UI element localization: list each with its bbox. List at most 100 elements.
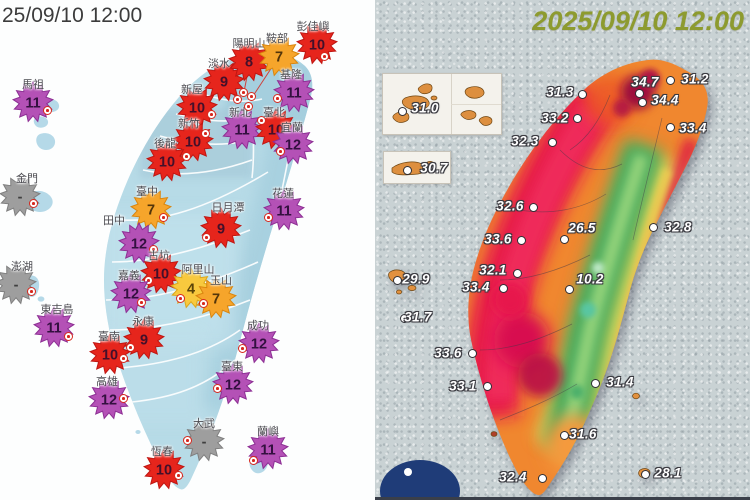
uv-value: 10	[153, 267, 169, 283]
temperature-value: 32.6	[496, 198, 524, 214]
station-label: 新屋	[181, 84, 203, 96]
temperature-value: 31.7	[404, 309, 432, 325]
station-label: 鞍部	[266, 33, 288, 45]
temperature-stations-layer: 31.0 30.7 31.3 33.2 32.3 34.7 31.2 34.4 33.4 32.6…	[375, 0, 750, 500]
station-label: 東吉島	[40, 304, 74, 316]
temperature-station-dot	[399, 313, 410, 324]
temperature-value: 31.4	[606, 374, 634, 390]
temperature-value: 34.4	[651, 92, 679, 108]
station-marker-dot	[174, 471, 183, 480]
uv-value: 4	[187, 282, 195, 298]
uv-value: 10	[309, 38, 325, 54]
left-timestamp: 25/09/10 12:00	[2, 4, 143, 27]
temperature-map-panel: 2025/09/10 12:00 31.0 30.7 31.3 33.2 32.3 34.…	[375, 0, 750, 500]
kinmen-inset-box	[383, 151, 451, 184]
temperature-station-dot	[634, 88, 645, 99]
station-marker-dot	[207, 110, 216, 119]
temperature-value: 10.2	[576, 271, 604, 287]
station-label: 嘉義	[118, 270, 140, 282]
temperature-value: 29.9	[402, 271, 430, 287]
uv-burst-icon: 10	[88, 332, 132, 375]
station-marker-dot	[159, 213, 168, 222]
station-marker-dot	[27, 287, 36, 296]
uv-value: 12	[251, 337, 267, 353]
temperature-station-dot	[482, 381, 493, 392]
station-label: 彭佳嶼	[296, 21, 330, 33]
temperature-station-dot	[665, 75, 676, 86]
station-label: 淡水	[208, 58, 230, 70]
station-marker-dot	[213, 384, 222, 393]
uv-burst-icon: -	[182, 419, 226, 462]
temperature-value: 33.6	[434, 345, 462, 361]
station-marker-dot	[247, 92, 256, 101]
temperature-value: 31.6	[569, 426, 597, 442]
uv-stations-layer: 11 馬祖 - 金門 - 澎湖 11 東吉島 10 彭佳嶼 9 淡水 8 陽明山 7 鞍部 11 基隆 10 新屋 11…	[0, 21, 339, 490]
temperature-value: 32.4	[499, 469, 527, 485]
uv-value: 7	[212, 292, 220, 308]
temperature-value: 33.6	[484, 231, 512, 247]
station-label: 後龍	[154, 138, 176, 150]
uv-value: 10	[189, 101, 205, 117]
temperature-station-dot	[537, 473, 548, 484]
uv-value: 11	[46, 321, 61, 337]
uv-value: 12	[123, 287, 139, 303]
temperature-station-dot	[559, 430, 570, 441]
station-marker-dot	[202, 233, 211, 242]
uv-burst-icon: 7	[194, 276, 238, 319]
uv-burst-icon: 9	[199, 206, 243, 249]
uv-value: 7	[275, 50, 283, 66]
station-marker-dot	[64, 332, 73, 341]
temperature-station-dot	[516, 235, 527, 246]
right-timestamp: 2025/09/10 12:00	[532, 6, 744, 36]
temperature-station-dot	[402, 165, 413, 176]
station-marker-dot	[257, 116, 266, 125]
uv-value: -	[202, 435, 207, 451]
temperature-value: 26.5	[568, 220, 596, 236]
temperature-value: 32.8	[664, 219, 692, 235]
station-marker-dot	[176, 294, 185, 303]
temperature-station-dot	[590, 378, 601, 389]
temperature-station-dot	[467, 348, 478, 359]
temperature-station-dot	[648, 222, 659, 233]
station-marker-dot	[137, 298, 146, 307]
temperature-station-dot	[564, 284, 575, 295]
temperature-value: 28.1	[654, 465, 682, 481]
uv-burst-icon: 12	[211, 362, 255, 405]
uv-value: -	[14, 278, 19, 294]
temperature-value: 32.3	[511, 133, 539, 149]
uv-burst-icon: 11	[32, 305, 76, 348]
station-label: 臺東	[221, 361, 243, 373]
map-bottom-edge	[375, 497, 750, 500]
uv-value: 10	[185, 135, 201, 151]
temperature-station-dot	[640, 469, 651, 480]
station-label: 新竹	[178, 118, 200, 130]
uv-burst-icon: 12	[117, 221, 161, 264]
station-marker-dot	[273, 94, 282, 103]
station-label: 高雄	[96, 376, 118, 388]
station-label: 日月潭	[211, 202, 245, 214]
uv-value: 9	[220, 75, 228, 91]
station-marker-dot	[43, 106, 52, 115]
uv-value: 9	[140, 333, 148, 349]
station-label: 古坑	[148, 250, 170, 262]
station-label: 大武	[193, 418, 215, 430]
temperature-value: 33.2	[541, 110, 569, 126]
temperature-value: 33.4	[462, 279, 490, 295]
station-label: 田中	[103, 215, 125, 227]
uv-value: 10	[102, 348, 118, 364]
station-label: 陽明山	[232, 38, 266, 50]
uv-value: 11	[286, 86, 301, 102]
temperature-value: 33.1	[449, 378, 477, 394]
station-marker-dot	[233, 95, 242, 104]
station-marker-dot	[29, 199, 38, 208]
station-label: 恆春	[151, 446, 173, 458]
county-borders-faint	[479, 94, 663, 421]
uv-burst-icon: 11	[220, 107, 264, 150]
uv-value: 11	[276, 204, 291, 220]
temperature-value: 31.2	[681, 71, 709, 87]
station-label: 基隆	[280, 69, 302, 81]
station-label: 宜蘭	[281, 122, 303, 134]
temperature-value: 30.7	[420, 160, 448, 176]
temperature-station-dot	[547, 137, 558, 148]
